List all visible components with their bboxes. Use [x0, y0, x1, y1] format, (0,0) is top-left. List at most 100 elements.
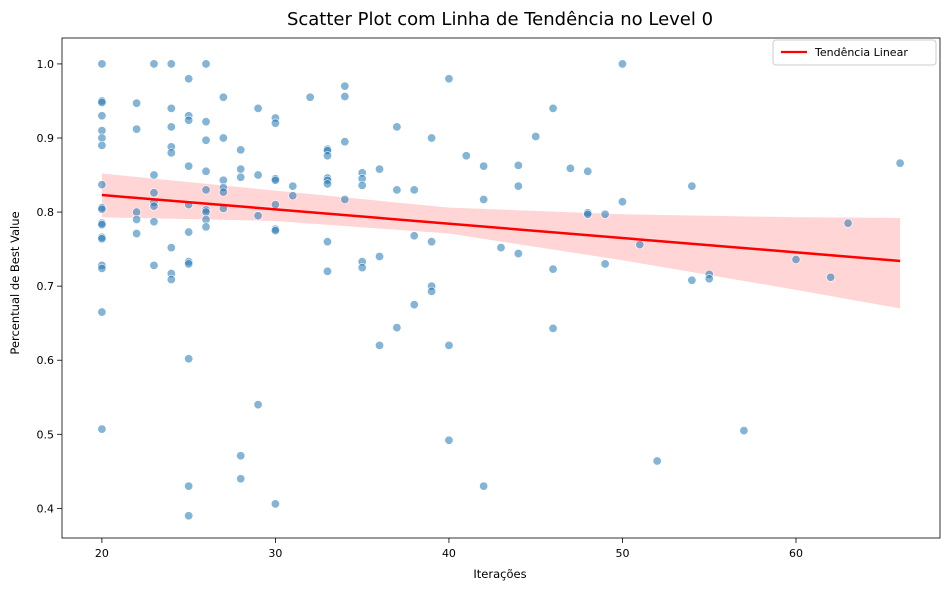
data-point	[409, 300, 419, 310]
data-point	[166, 274, 176, 284]
data-point	[253, 103, 263, 113]
data-point	[97, 204, 107, 214]
data-point	[479, 161, 489, 171]
data-point	[97, 59, 107, 69]
data-point	[739, 426, 749, 436]
data-point	[97, 140, 107, 150]
data-point	[461, 151, 471, 161]
data-point	[166, 122, 176, 132]
data-point	[392, 323, 402, 333]
data-point	[548, 264, 558, 274]
data-point	[201, 59, 211, 69]
data-point	[479, 481, 489, 491]
data-point	[340, 137, 350, 147]
x-axis: 20 30 40 50 60	[95, 538, 803, 560]
data-point	[635, 240, 645, 250]
data-point	[149, 59, 159, 69]
data-point	[253, 400, 263, 410]
data-point	[184, 511, 194, 521]
data-point	[184, 227, 194, 237]
y-tick-label: 0.6	[37, 354, 55, 367]
data-point	[270, 118, 280, 128]
data-point	[236, 145, 246, 155]
y-axis: 0.4 0.5 0.6 0.7 0.8 0.9 1.0	[37, 58, 62, 515]
data-point	[97, 180, 107, 190]
data-point	[270, 226, 280, 236]
data-point	[340, 194, 350, 204]
data-point	[253, 170, 263, 180]
data-point	[288, 191, 298, 201]
points-layer	[97, 59, 905, 521]
data-point	[322, 237, 332, 247]
data-point	[704, 274, 714, 284]
y-tick-label: 0.9	[37, 132, 55, 145]
data-point	[340, 92, 350, 102]
data-point	[409, 231, 419, 241]
data-point	[253, 211, 263, 221]
data-point	[583, 166, 593, 176]
y-tick-label: 0.7	[37, 280, 55, 293]
data-point	[149, 188, 159, 198]
data-point	[184, 481, 194, 491]
data-point	[322, 179, 332, 189]
data-point	[548, 323, 558, 333]
y-tick-label: 0.4	[37, 502, 55, 515]
data-point	[479, 194, 489, 204]
data-point	[201, 135, 211, 145]
data-point	[201, 222, 211, 232]
data-point	[149, 260, 159, 270]
data-point	[201, 117, 211, 127]
trend-layer	[101, 193, 901, 263]
data-point	[305, 92, 315, 102]
data-point	[184, 74, 194, 84]
x-tick-label: 60	[789, 547, 803, 560]
data-point	[166, 103, 176, 113]
data-point	[322, 151, 332, 161]
data-point	[132, 124, 142, 134]
data-point	[375, 164, 385, 174]
trend-line	[101, 193, 901, 263]
data-point	[132, 98, 142, 108]
data-point	[184, 115, 194, 125]
data-point	[288, 181, 298, 191]
data-point	[236, 451, 246, 461]
data-point	[895, 158, 905, 168]
data-point	[184, 354, 194, 364]
data-point	[270, 499, 280, 509]
data-point	[791, 254, 801, 264]
data-point	[97, 220, 107, 230]
data-point	[166, 59, 176, 69]
data-point	[97, 307, 107, 317]
data-point	[513, 181, 523, 191]
data-point	[548, 103, 558, 113]
data-point	[843, 218, 853, 228]
data-point	[600, 259, 610, 269]
data-point	[687, 181, 697, 191]
data-point	[357, 180, 367, 190]
data-point	[184, 161, 194, 171]
data-point	[166, 148, 176, 158]
data-point	[322, 266, 332, 276]
data-point	[340, 81, 350, 91]
data-point	[513, 249, 523, 259]
data-point	[444, 340, 454, 350]
data-point	[444, 435, 454, 445]
data-point	[218, 133, 228, 143]
data-point	[427, 237, 437, 247]
data-point	[375, 340, 385, 350]
y-tick-label: 0.8	[37, 206, 55, 219]
data-point	[236, 164, 246, 174]
data-point	[97, 263, 107, 273]
x-tick-label: 50	[615, 547, 629, 560]
plot-frame	[61, 37, 941, 539]
data-point	[149, 170, 159, 180]
data-point	[617, 197, 627, 207]
data-point	[531, 132, 541, 142]
data-point	[392, 122, 402, 132]
y-tick-label: 0.5	[37, 428, 55, 441]
y-axis-label: Percentual de Best Value	[8, 211, 22, 354]
data-point	[166, 243, 176, 253]
data-point	[409, 185, 419, 195]
confidence-band-layer	[101, 173, 901, 309]
